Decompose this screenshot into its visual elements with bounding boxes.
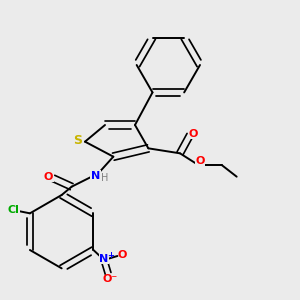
Text: +: +	[107, 250, 114, 260]
Text: O⁻: O⁻	[102, 274, 117, 284]
Text: S: S	[73, 134, 82, 148]
Text: O: O	[195, 156, 205, 166]
Text: N: N	[91, 171, 100, 181]
Text: N: N	[100, 254, 109, 264]
Text: O: O	[118, 250, 127, 260]
Text: O: O	[44, 172, 53, 182]
Text: O: O	[189, 129, 198, 139]
Text: Cl: Cl	[7, 205, 19, 215]
Text: H: H	[101, 173, 109, 183]
